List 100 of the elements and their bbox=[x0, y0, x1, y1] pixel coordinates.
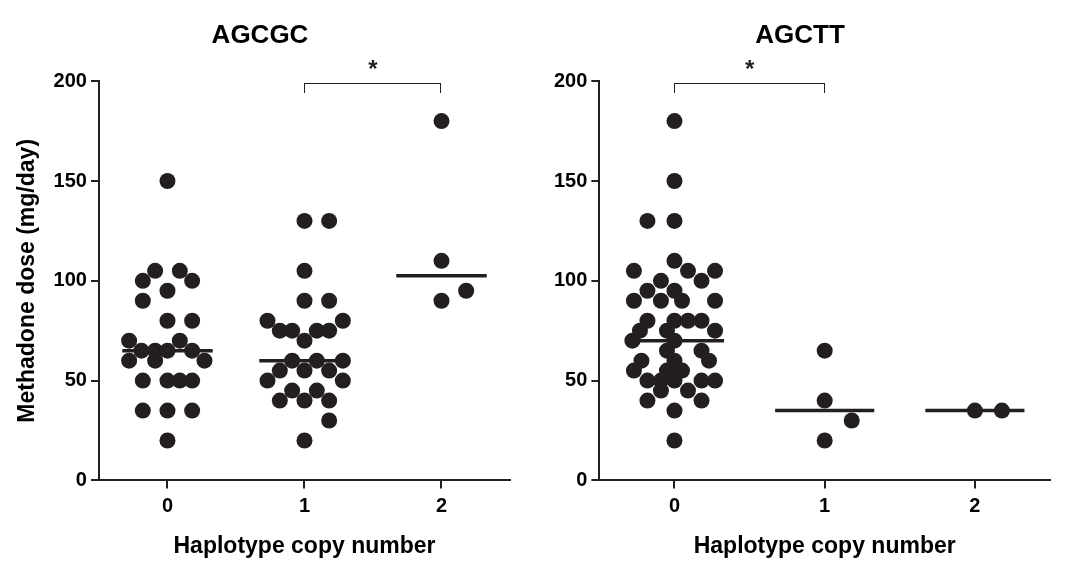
point bbox=[321, 292, 338, 309]
point bbox=[816, 432, 833, 449]
point bbox=[639, 392, 656, 409]
point bbox=[334, 312, 351, 329]
point bbox=[321, 212, 338, 229]
point bbox=[271, 362, 288, 379]
point bbox=[321, 412, 338, 429]
point bbox=[159, 342, 176, 359]
point bbox=[666, 113, 683, 130]
point bbox=[993, 402, 1010, 419]
point bbox=[284, 352, 301, 369]
point bbox=[666, 212, 683, 229]
point bbox=[707, 372, 724, 389]
point bbox=[321, 392, 338, 409]
point bbox=[433, 292, 450, 309]
y-tick-label: 150 bbox=[553, 168, 588, 191]
point bbox=[666, 252, 683, 269]
y-tick-label: 200 bbox=[53, 68, 87, 91]
point bbox=[334, 372, 351, 389]
y-tick-label: 0 bbox=[75, 467, 87, 490]
point bbox=[308, 382, 325, 399]
point bbox=[693, 372, 710, 389]
point bbox=[284, 382, 301, 399]
point bbox=[666, 372, 683, 389]
point bbox=[701, 352, 718, 369]
x-tick-label: 2 bbox=[969, 493, 981, 516]
point bbox=[707, 262, 724, 279]
point bbox=[259, 312, 276, 329]
point bbox=[308, 352, 325, 369]
y-axis-title: Methadone dose (mg/day) bbox=[13, 138, 40, 423]
point bbox=[321, 362, 338, 379]
point bbox=[147, 262, 164, 279]
point bbox=[134, 372, 151, 389]
x-tick-label: 1 bbox=[298, 493, 311, 516]
point bbox=[693, 272, 710, 289]
point bbox=[843, 412, 860, 429]
point bbox=[159, 282, 176, 299]
point bbox=[816, 392, 833, 409]
point bbox=[134, 402, 151, 419]
point bbox=[679, 382, 696, 399]
point bbox=[159, 432, 176, 449]
point bbox=[679, 312, 696, 329]
point bbox=[159, 312, 176, 329]
x-tick-label: 0 bbox=[668, 493, 681, 516]
point bbox=[666, 432, 683, 449]
point bbox=[679, 262, 696, 279]
point bbox=[296, 332, 313, 349]
point bbox=[296, 292, 313, 309]
x-tick-label: 0 bbox=[161, 493, 174, 516]
point bbox=[639, 372, 656, 389]
point bbox=[652, 272, 669, 289]
point bbox=[652, 292, 669, 309]
point bbox=[134, 272, 151, 289]
point bbox=[625, 292, 642, 309]
point bbox=[171, 332, 188, 349]
point bbox=[693, 392, 710, 409]
y-tick-label: 100 bbox=[553, 268, 588, 291]
point bbox=[184, 372, 201, 389]
point bbox=[639, 282, 656, 299]
y-tick-label: 0 bbox=[576, 467, 588, 490]
point bbox=[134, 292, 151, 309]
point bbox=[259, 372, 276, 389]
point bbox=[133, 342, 150, 359]
point bbox=[334, 352, 351, 369]
point bbox=[121, 352, 138, 369]
y-tick-label: 150 bbox=[53, 168, 87, 191]
point bbox=[625, 262, 642, 279]
point bbox=[707, 322, 724, 339]
point bbox=[184, 402, 201, 419]
point bbox=[184, 272, 201, 289]
x-axis-title: Haplotype copy number bbox=[173, 531, 436, 558]
point bbox=[121, 332, 138, 349]
point bbox=[184, 342, 201, 359]
point bbox=[625, 362, 642, 379]
point bbox=[433, 252, 450, 269]
point bbox=[296, 392, 313, 409]
point bbox=[196, 352, 213, 369]
point bbox=[296, 212, 313, 229]
point bbox=[966, 402, 983, 419]
point bbox=[159, 402, 176, 419]
point bbox=[673, 292, 690, 309]
point bbox=[159, 173, 176, 189]
point bbox=[666, 402, 683, 419]
point bbox=[433, 113, 450, 130]
x-tick-label: 1 bbox=[819, 493, 831, 516]
y-tick-label: 100 bbox=[53, 268, 87, 291]
point bbox=[639, 212, 656, 229]
point bbox=[296, 432, 313, 449]
point bbox=[296, 362, 313, 379]
y-tick-label: 50 bbox=[64, 368, 87, 391]
point bbox=[624, 332, 641, 349]
point bbox=[171, 262, 188, 279]
x-axis-title: Haplotype copy number bbox=[693, 531, 956, 558]
point bbox=[184, 312, 201, 329]
chart-title: AGCGC bbox=[211, 18, 309, 49]
point bbox=[707, 292, 724, 309]
point bbox=[284, 322, 301, 339]
y-tick-label: 50 bbox=[565, 368, 588, 391]
point bbox=[321, 322, 338, 339]
x-tick-label: 2 bbox=[435, 493, 448, 516]
